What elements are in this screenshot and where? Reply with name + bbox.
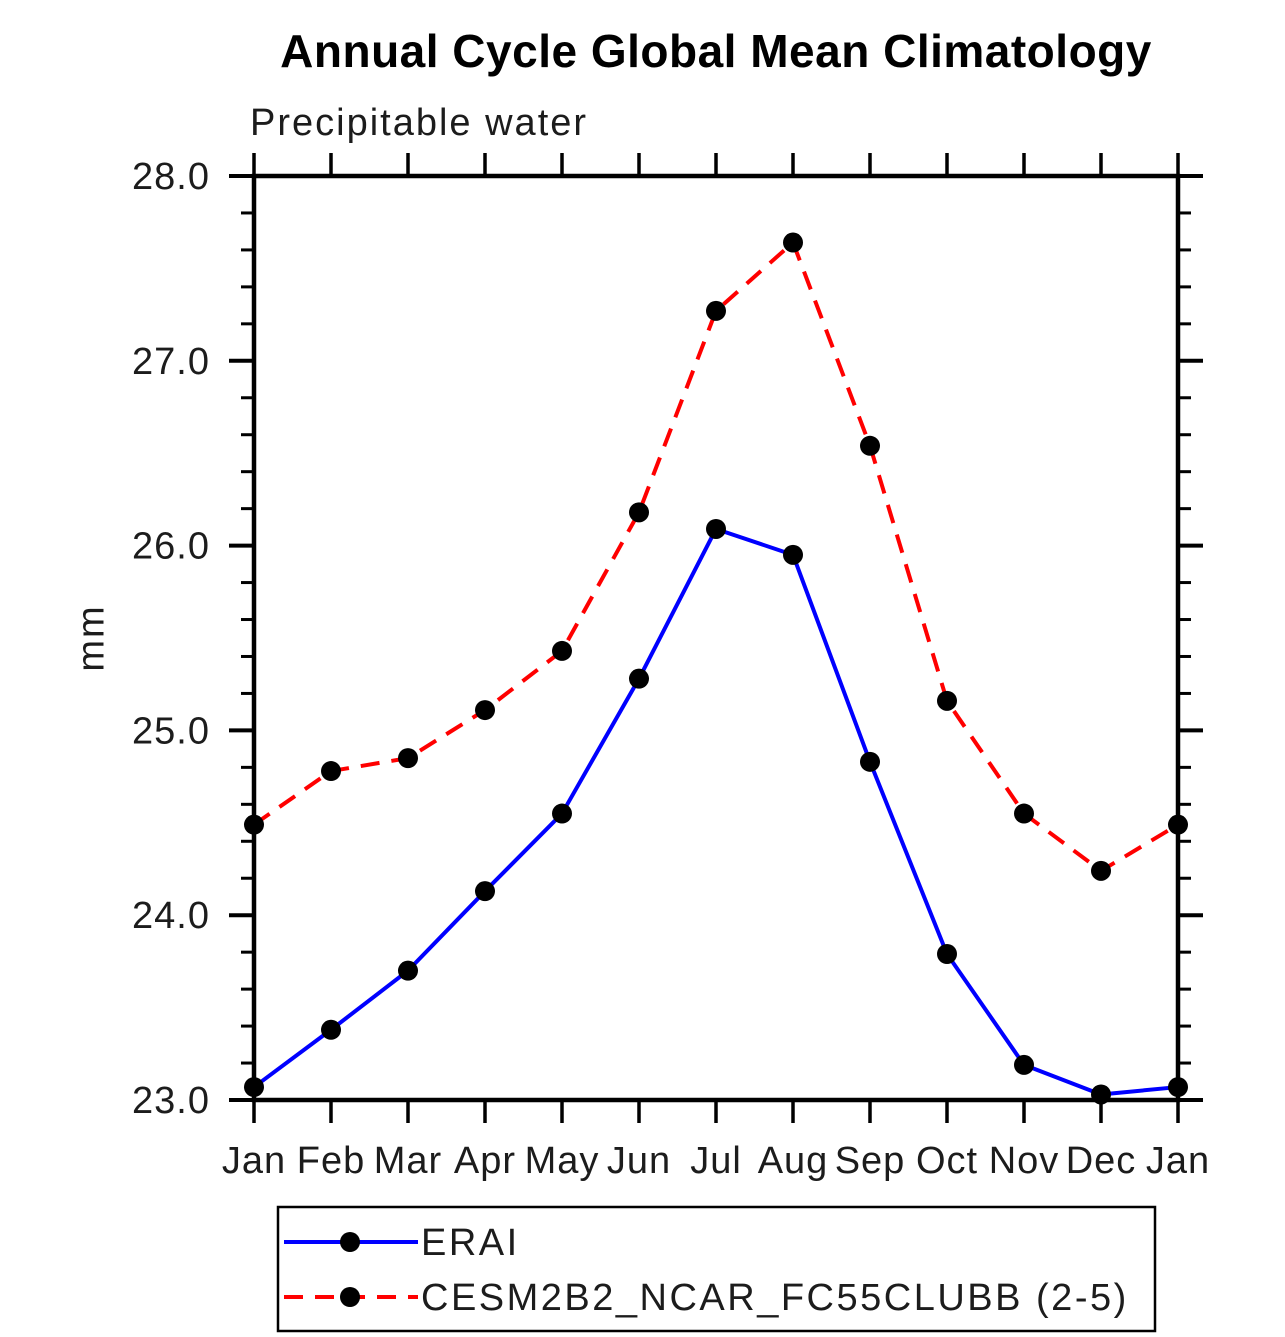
y-tick-label: 26.0 <box>132 526 210 568</box>
data-point-marker <box>321 761 341 782</box>
chart-subtitle: Precipitable water <box>250 102 589 144</box>
data-point-marker <box>629 668 649 689</box>
data-point-marker <box>1014 1054 1034 1075</box>
data-point-marker <box>860 435 880 456</box>
data-point-marker <box>783 232 803 253</box>
x-tick-label: Aug <box>758 1140 829 1182</box>
legend-label: CESM2B2_NCAR_FC55CLUBB (2-5) <box>421 1277 1129 1319</box>
data-point-marker <box>244 814 264 835</box>
legend-label: ERAI <box>421 1222 520 1264</box>
data-point-marker <box>783 544 803 565</box>
x-tick-label: Jan <box>1146 1140 1210 1182</box>
data-point-marker <box>1091 860 1111 881</box>
series-line-1 <box>252 240 1180 873</box>
data-point-marker <box>860 751 880 772</box>
y-tick-label: 28.0 <box>132 156 210 198</box>
data-point-marker <box>937 690 957 711</box>
x-tick-label: Oct <box>916 1140 978 1182</box>
data-point-marker <box>1091 1084 1111 1105</box>
data-point-marker <box>398 960 418 981</box>
legend-marker <box>340 1232 360 1252</box>
data-point-marker <box>706 518 726 539</box>
x-tick-label: Jul <box>690 1140 742 1182</box>
data-point-marker <box>244 1077 264 1098</box>
data-point-marker <box>1168 814 1188 835</box>
data-point-marker <box>475 700 495 721</box>
y-tick-label: 25.0 <box>132 710 210 752</box>
chart-title: Annual Cycle Global Mean Climatology <box>280 25 1152 77</box>
y-tick-label: 23.0 <box>132 1080 210 1122</box>
series-line-0 <box>252 526 1179 1097</box>
y-tick-label: 24.0 <box>132 895 210 937</box>
data-point-marker <box>706 300 726 321</box>
data-point-marker <box>552 803 572 824</box>
data-point-marker <box>937 944 957 965</box>
legend-box <box>276 1205 1157 1333</box>
data-point-marker <box>1014 803 1034 824</box>
data-point-marker <box>552 640 572 661</box>
legend-marker <box>340 1287 360 1307</box>
x-tick-label: Mar <box>374 1140 442 1182</box>
data-point-marker <box>398 748 418 769</box>
data-point-marker <box>629 502 649 523</box>
x-tick-label: Nov <box>989 1140 1060 1182</box>
y-tick-label: 27.0 <box>132 341 210 383</box>
data-point-marker <box>1168 1077 1188 1098</box>
data-point-marker <box>321 1019 341 1040</box>
x-tick-label: Apr <box>454 1140 516 1182</box>
x-tick-label: Jun <box>607 1140 671 1182</box>
x-tick-label: Sep <box>835 1140 906 1182</box>
x-tick-label: Dec <box>1066 1140 1137 1182</box>
x-tick-label: May <box>525 1140 600 1182</box>
x-tick-label: Jan <box>222 1140 286 1182</box>
data-point-marker <box>475 881 495 902</box>
x-tick-label: Feb <box>297 1140 365 1182</box>
